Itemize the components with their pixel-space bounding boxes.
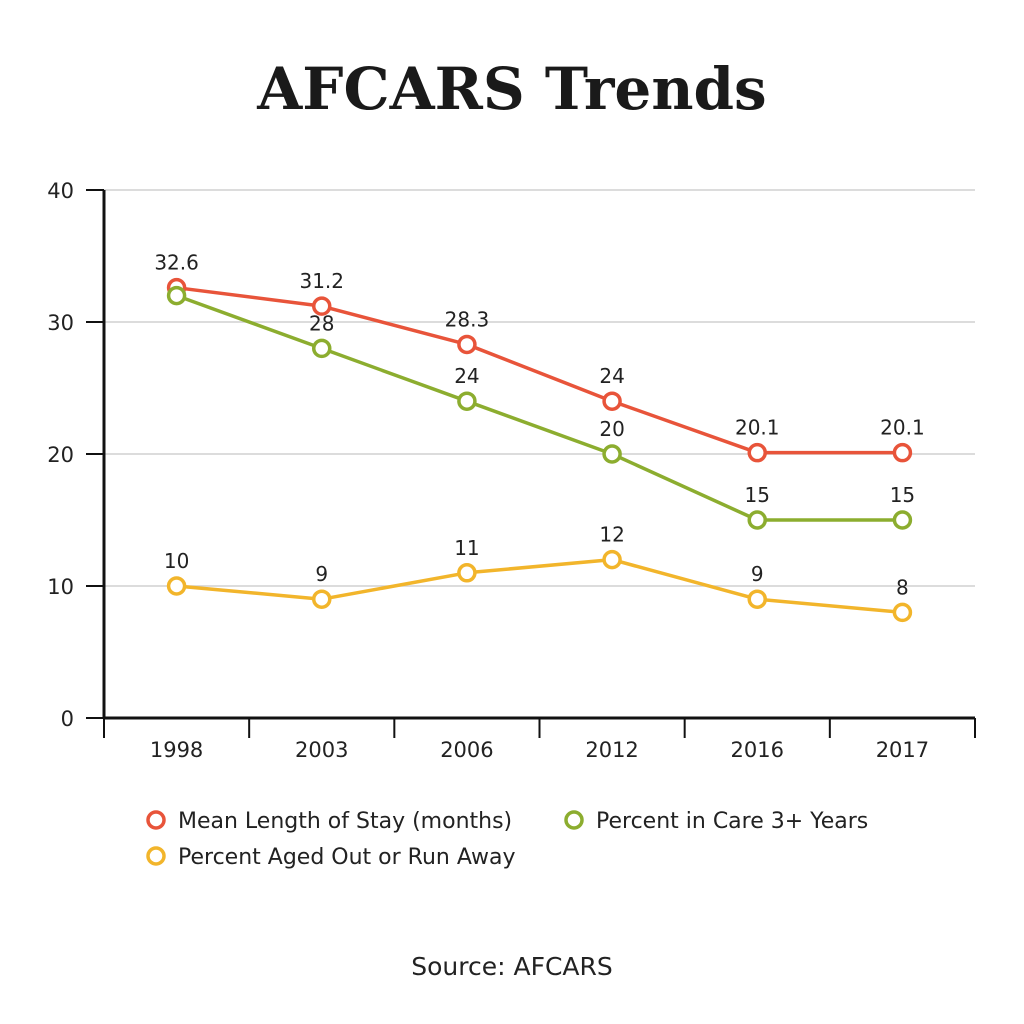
y-tick-label: 40: [47, 179, 74, 203]
y-tick-label: 10: [47, 575, 74, 599]
series-line: [175, 293, 903, 522]
data-label: 32.6: [154, 251, 199, 275]
legend-marker-icon: [146, 810, 166, 830]
data-point: [457, 334, 477, 355]
x-tick-label: 2016: [731, 738, 784, 762]
x-tick-label: 2006: [440, 738, 493, 762]
data-point: [747, 510, 767, 530]
data-label: 28: [309, 311, 334, 335]
data-label: 28.3: [445, 307, 490, 331]
data-point: [892, 442, 913, 463]
legend-item-3: Percent Aged Out or Run Away: [146, 845, 516, 870]
series-line: [176, 285, 903, 455]
legend-label: Percent Aged Out or Run Away: [178, 845, 516, 870]
data-label: 15: [745, 483, 770, 507]
data-label: 20: [599, 417, 624, 441]
data-point: [312, 296, 332, 316]
data-point: [457, 563, 477, 583]
chart-title: AFCARS Trends: [257, 55, 767, 123]
axes: [86, 189, 976, 738]
x-tick-label: 1998: [150, 738, 203, 762]
data-label: 20.1: [880, 416, 925, 440]
series-3-labels: 10 9 11 12 9 8: [164, 523, 909, 600]
data-label: 9: [751, 562, 764, 586]
series-1-labels: 32.6 31.2 28.3 24 20.1 20.1: [154, 251, 924, 440]
data-label: 31.2: [299, 269, 344, 293]
data-point: [312, 338, 332, 359]
data-label: 8: [896, 575, 909, 599]
legend-marker-icon: [564, 810, 584, 830]
data-point: [166, 576, 187, 596]
y-tick-label: 0: [61, 707, 74, 731]
series-1: [166, 277, 913, 463]
y-tick-labels: 0 10 20 30 40: [47, 179, 74, 731]
data-point: [166, 285, 187, 306]
data-label: 24: [599, 364, 624, 388]
series-group: 32.6 31.2 28.3 24 20.1 20.1 28 24 20 15 15 10 9 11 12 9…: [154, 251, 925, 623]
legend-item-1: Mean Length of Stay (months): [146, 809, 512, 834]
data-label: 12: [599, 523, 624, 547]
x-tick-label: 2017: [876, 738, 929, 762]
x-tick-label: 2003: [295, 738, 348, 762]
y-tick-label: 30: [47, 311, 74, 335]
data-point: [602, 549, 622, 570]
x-tick-labels: 1998 2003 2006 2012 2016 2017: [150, 738, 929, 762]
legend-label: Mean Length of Stay (months): [178, 809, 512, 834]
data-label: 10: [164, 549, 189, 573]
data-point: [747, 442, 767, 463]
legend: Mean Length of Stay (months) Percent in C…: [146, 809, 868, 870]
legend-marker-icon: [146, 846, 166, 866]
series-line: [176, 557, 903, 615]
data-point: [602, 391, 622, 411]
series-2: [166, 285, 913, 530]
series-3: [166, 549, 913, 623]
legend-item-2: Percent in Care 3+ Years: [564, 809, 868, 834]
data-label: 24: [454, 364, 479, 388]
data-point: [602, 444, 622, 464]
data-label: 9: [315, 562, 328, 586]
data-label: 11: [454, 536, 479, 560]
gridlines: [104, 189, 975, 587]
data-point: [457, 391, 477, 411]
data-point: [892, 510, 913, 530]
x-tick-label: 2012: [585, 738, 638, 762]
data-point: [747, 589, 767, 609]
source-note: Source: AFCARS: [411, 952, 613, 981]
y-tick-label: 20: [47, 443, 74, 467]
data-point: [892, 602, 913, 623]
data-label: 20.1: [735, 416, 780, 440]
data-point: [312, 589, 332, 609]
series-2-labels: 28 24 20 15 15: [309, 311, 915, 507]
data-label: 15: [890, 483, 915, 507]
legend-label: Percent in Care 3+ Years: [596, 809, 868, 834]
